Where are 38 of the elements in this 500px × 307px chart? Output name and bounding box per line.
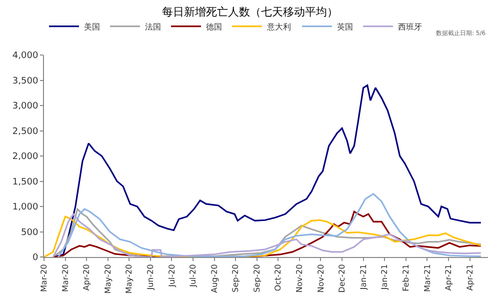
x-tick-label: Jan-21	[380, 264, 390, 291]
y-tick-label: 4,000	[12, 51, 38, 62]
line-series	[57, 193, 482, 257]
y-tick-label: 3,500	[12, 76, 38, 86]
y-tick-label: 2,000	[12, 152, 38, 162]
y-tick-label: 0	[32, 253, 38, 264]
y-tick-label: 2,500	[12, 126, 38, 137]
legend-label: 英国	[337, 22, 353, 32]
legend-label: 意大利	[266, 22, 291, 32]
y-tick-label: 500	[21, 228, 38, 238]
chart-title: 每日新增死亡人数（七天移动平均）	[162, 5, 338, 18]
x-tick-label: Jul-20	[167, 264, 176, 288]
x-tick-label: Dec-20	[338, 264, 347, 293]
x-tick-label: Jan-21	[358, 264, 368, 291]
x-tick-label: Nov-20	[295, 264, 304, 293]
x-tick-label: Mar-20	[60, 264, 70, 292]
x-tick-label: Apr-20	[82, 264, 92, 291]
y-tick-label: 3,000	[12, 102, 38, 112]
y-tick-label: 1,000	[12, 202, 38, 213]
y-tick-label: 1,500	[12, 177, 38, 188]
x-tick-label: Aug-20	[210, 264, 219, 293]
x-tick-label: Nov-20	[316, 264, 326, 293]
x-tick-label: May-20	[124, 264, 134, 294]
x-tick-label: Mar-20	[40, 264, 49, 292]
legend-label: 德国	[206, 22, 222, 32]
x-tick-label: Feb-21	[401, 264, 410, 292]
legend-label: 法国	[145, 22, 161, 32]
x-tick-label: Apr-21	[444, 264, 454, 291]
x-tick-label: May-20	[103, 264, 112, 294]
x-tick-label: Apr-21	[465, 264, 474, 291]
x-tick-label: Sep-20	[252, 264, 262, 292]
x-tick-label: Mar-21	[422, 264, 432, 292]
x-tick-label: Oct-20	[274, 264, 283, 292]
x-tick-label: Jul-20	[188, 264, 198, 288]
legend-label: 西班牙	[398, 22, 422, 32]
x-tick-label: Sep-20	[231, 264, 240, 292]
legend-label: 美国	[84, 22, 100, 32]
x-tick-label: Jun-20	[146, 264, 156, 291]
